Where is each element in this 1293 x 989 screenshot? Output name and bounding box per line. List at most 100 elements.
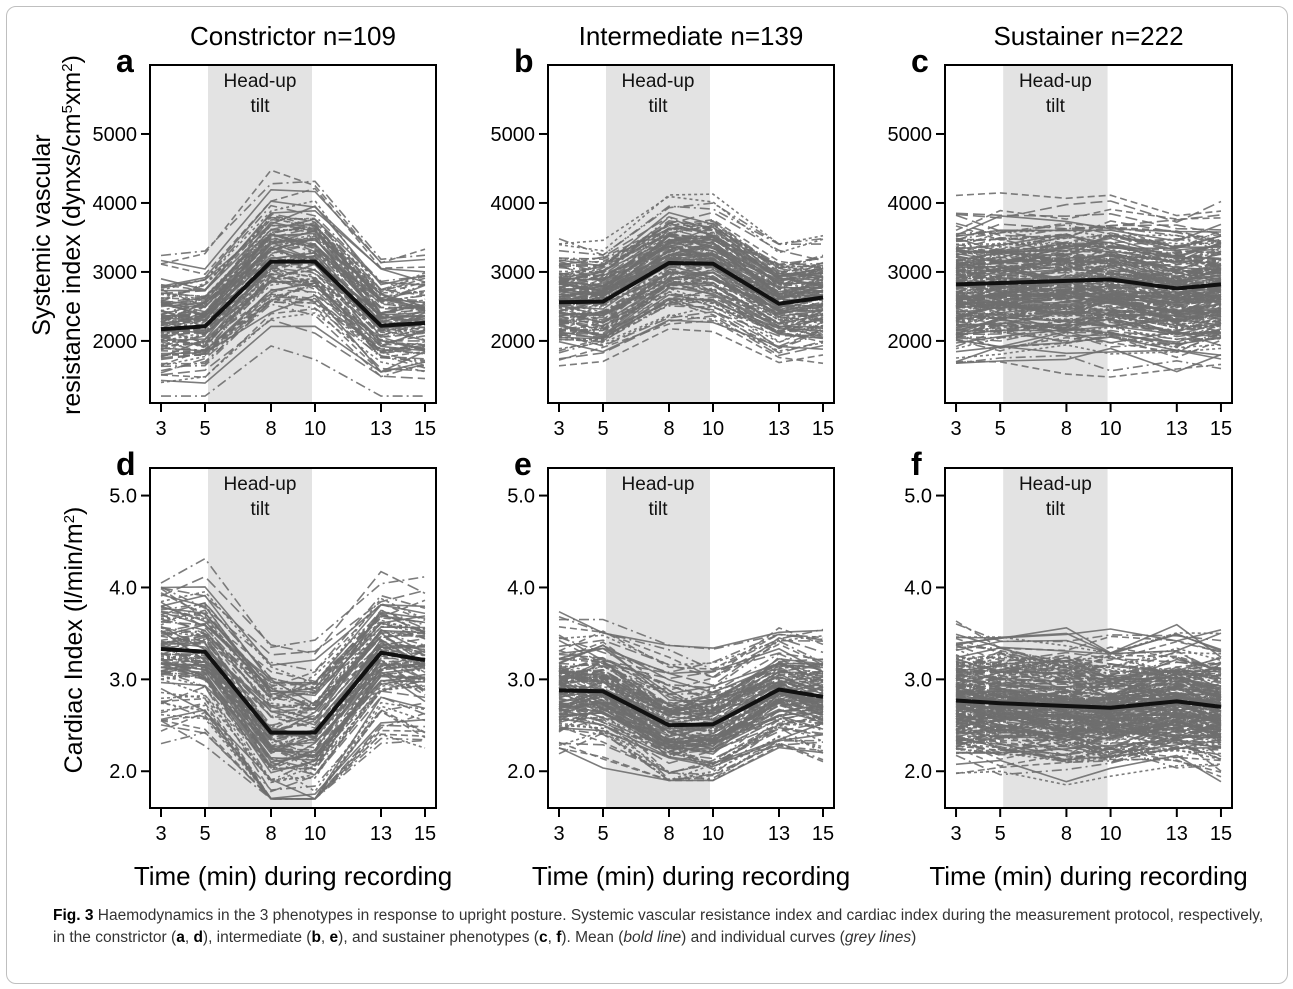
individual-curve xyxy=(160,307,426,379)
individual-curve xyxy=(955,212,1222,231)
individual-curve xyxy=(558,723,824,782)
x-tick-label: 8 xyxy=(1061,823,1072,845)
individual-curve xyxy=(955,252,1222,274)
individual-curve xyxy=(955,267,1222,289)
individual-curve xyxy=(558,298,824,340)
panel-d: Head-up tilt d 2.0 3.0 4.0 5.0 3 5 8 10 13 15 Time (m… xyxy=(109,446,452,891)
mean-curve xyxy=(955,277,1222,291)
individual-curve xyxy=(160,292,426,352)
individual-curve xyxy=(558,280,824,329)
individual-curve xyxy=(955,233,1222,255)
individual-curve xyxy=(955,322,1222,348)
individual-curve xyxy=(160,269,426,349)
individual-curve xyxy=(558,707,824,771)
individual-curve xyxy=(160,557,426,649)
y-tick-label: 2.0 xyxy=(904,761,932,783)
individual-curve xyxy=(160,280,426,357)
x-tick-label: 10 xyxy=(702,823,724,845)
individual-curve xyxy=(160,233,426,312)
individual-curve xyxy=(558,220,824,278)
individual-curve xyxy=(955,736,1222,764)
mean-curve xyxy=(558,261,824,306)
individual-curve xyxy=(955,328,1222,342)
individual-curve xyxy=(160,602,426,692)
individual-curve xyxy=(160,697,426,800)
individual-curve xyxy=(955,314,1222,334)
plot-frame xyxy=(547,467,835,809)
x-tick-label: 13 xyxy=(1166,418,1188,440)
panel-letter: d xyxy=(116,446,136,482)
individual-curve xyxy=(160,613,426,684)
panel-letter: e xyxy=(514,446,532,482)
individual-curve xyxy=(955,250,1222,266)
figure-canvas: Systemic vascular resistance index (dynx… xyxy=(28,21,1248,891)
individual-curve xyxy=(558,299,824,354)
individual-curve xyxy=(955,677,1222,708)
individual-curve xyxy=(160,672,426,776)
plot-frame xyxy=(149,467,437,809)
individual-curve xyxy=(955,255,1222,286)
individual-curve xyxy=(160,298,426,367)
individual-curve xyxy=(160,700,426,791)
individual-curve xyxy=(955,623,1222,658)
individual-curve xyxy=(558,221,824,280)
y-tick-label: 2.0 xyxy=(109,761,137,783)
individual-curve xyxy=(955,235,1222,254)
x-tick-label: 5 xyxy=(597,823,608,845)
individual-curve xyxy=(955,707,1222,742)
x-tick-label: 3 xyxy=(155,418,166,440)
x-tick-label: 15 xyxy=(812,823,834,845)
individual-curve xyxy=(955,226,1222,244)
individual-curve xyxy=(160,188,426,270)
individual-curve xyxy=(955,303,1222,322)
individual-curve xyxy=(955,659,1222,688)
panel-a: Head-up tilt a Constrictor n=109 2000 3000 400… xyxy=(93,21,437,440)
individual-curve xyxy=(558,661,824,716)
individual-curve xyxy=(558,634,824,666)
individual-curve xyxy=(558,226,824,275)
individual-curve xyxy=(955,712,1222,737)
individual-curve xyxy=(160,694,426,793)
y-tick-label: 4.0 xyxy=(109,577,137,599)
y-tick-label: 3.0 xyxy=(904,669,932,691)
individual-curve xyxy=(558,283,824,332)
individual-curve xyxy=(160,731,426,800)
caption-text: Haemodynamics in the 3 phenotypes in res… xyxy=(53,907,1264,946)
y-tick-label: 5.0 xyxy=(109,486,137,508)
individual-curve xyxy=(955,245,1222,268)
y-tick-label: 5.0 xyxy=(904,486,932,508)
individual-curve xyxy=(955,241,1222,266)
individual-curve xyxy=(160,618,426,710)
y-tick-label: 3.0 xyxy=(507,669,535,691)
individual-curve xyxy=(160,652,426,749)
individual-curve xyxy=(558,314,824,352)
individual-curve xyxy=(955,719,1222,742)
individual-curve xyxy=(160,659,426,770)
individual-curve xyxy=(558,271,824,321)
individual-curve xyxy=(558,265,824,322)
plot-frame xyxy=(547,64,835,404)
individual-curve xyxy=(955,708,1222,736)
x-tick-label: 13 xyxy=(370,418,392,440)
panel-letter: a xyxy=(116,43,134,79)
individual-curve xyxy=(558,727,824,768)
individual-curve xyxy=(160,216,426,303)
individual-curve xyxy=(558,299,824,352)
y-tick-label: 4.0 xyxy=(904,577,932,599)
caption-label: Fig. 3 xyxy=(53,907,94,924)
y-tick-label: 5000 xyxy=(491,124,536,146)
individual-curve xyxy=(558,725,824,774)
individual-curve xyxy=(955,703,1222,728)
individual-curve xyxy=(558,660,824,706)
individual-curve xyxy=(160,225,426,303)
individual-curve xyxy=(160,586,426,667)
individual-curve xyxy=(955,709,1222,731)
ci-ylabel: Cardiac Index (l/min/m2) xyxy=(60,507,88,774)
x-tick-label: 15 xyxy=(414,418,436,440)
x-tick-label: 8 xyxy=(663,823,674,845)
panel-letter: c xyxy=(911,43,929,79)
individual-curve xyxy=(558,667,824,717)
x-axis-label: Time (min) during recording xyxy=(134,861,452,891)
individual-curve xyxy=(558,235,824,299)
tilt-label: Head-up xyxy=(622,71,695,92)
